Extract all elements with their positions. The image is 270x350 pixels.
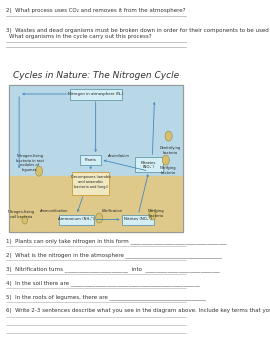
Text: Cycles in Nature: The Nitrogen Cycle: Cycles in Nature: The Nitrogen Cycle [13,71,179,80]
Text: Nitrification: Nitrification [102,209,123,213]
Bar [8,85,183,176]
Text: 2)  What process uses CO₂ and removes it from the atmosphere?: 2) What process uses CO₂ and removes it … [6,8,185,13]
Text: 5)  In the roots of legumes, there are ___________________________________: 5) In the roots of legumes, there are __… [6,294,205,300]
FancyBboxPatch shape [59,215,94,224]
Text: Denitrifying
bacteria: Denitrifying bacteria [160,146,181,155]
Text: 6)  Write 2-3 sentences describe what you see in the diagram above. Include key : 6) Write 2-3 sentences describe what you… [6,308,270,313]
FancyBboxPatch shape [72,172,109,195]
Text: 1)  Plants can only take nitrogen in this form _________________________________: 1) Plants can only take nitrogen in this… [6,238,227,244]
Bar [8,85,183,232]
Circle shape [162,155,169,165]
Text: 3)  Nitrification turns _______________________  into  _________________________: 3) Nitrification turns _________________… [6,266,220,272]
Circle shape [96,213,103,223]
Text: 2)  What is the nitrogen in the atmosphere ___________________________________: 2) What is the nitrogen in the atmospher… [6,252,222,258]
FancyBboxPatch shape [122,215,154,224]
FancyBboxPatch shape [70,89,122,99]
Text: Assimilation: Assimilation [107,154,129,158]
Text: Nitrogen in atmosphere (N₂): Nitrogen in atmosphere (N₂) [68,92,123,96]
Circle shape [149,210,156,220]
FancyBboxPatch shape [135,157,163,172]
Text: bacteria and fungi): bacteria and fungi) [74,185,108,189]
Text: Decomposers (aerobic: Decomposers (aerobic [71,175,111,179]
Text: 3)  Wastes and dead organisms must be broken down in order for their components : 3) Wastes and dead organisms must be bro… [6,28,270,33]
Text: 4)  In the soil there are _______________________________________________: 4) In the soil there are _______________… [6,280,200,286]
FancyBboxPatch shape [80,155,101,164]
Text: Ammonification: Ammonification [40,209,68,213]
Text: What organisms in the cycle carry out this process?: What organisms in the cycle carry out th… [9,34,152,39]
Text: Nitrites (NO₂⁻): Nitrites (NO₂⁻) [124,217,152,222]
Text: (NO₃⁻): (NO₃⁻) [143,165,155,169]
Circle shape [165,131,172,141]
Text: Nitrogen-fixing
bacteria in root
nodules of
legumes: Nitrogen-fixing bacteria in root nodules… [16,154,44,172]
Text: Nitrogen-fixing
soil bacteria: Nitrogen-fixing soil bacteria [8,210,35,219]
Text: and anaerobic: and anaerobic [78,180,103,184]
Text: Nitrifying
bacteria: Nitrifying bacteria [160,166,176,175]
Text: Nitrates: Nitrates [141,161,157,165]
Text: Nitrifying
bacteria: Nitrifying bacteria [148,209,164,218]
Circle shape [22,216,28,224]
Bar [8,176,183,232]
Text: Plants: Plants [85,158,97,162]
Text: Ammonium (NH₄⁺): Ammonium (NH₄⁺) [58,217,95,222]
Circle shape [35,166,42,176]
